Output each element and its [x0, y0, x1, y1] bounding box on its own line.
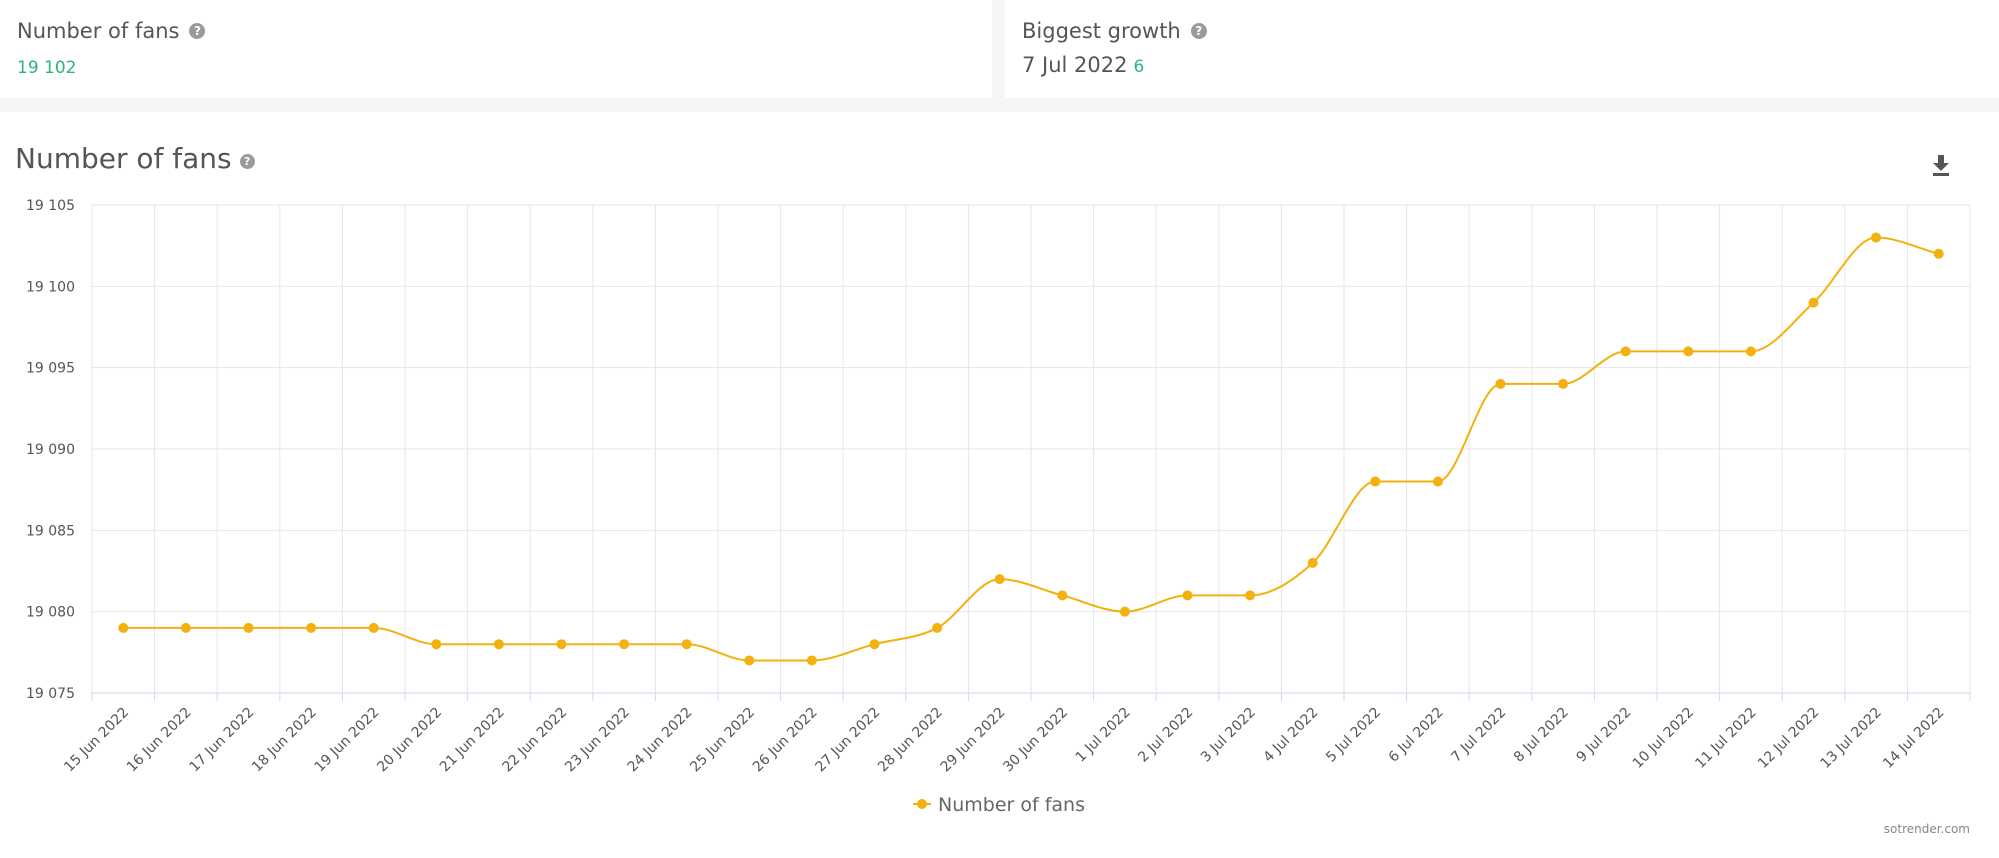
x-tick-label: 6 Jul 2022 — [1386, 705, 1447, 766]
x-tick-label: 3 Jul 2022 — [1198, 705, 1259, 766]
data-point — [1495, 378, 1506, 389]
x-tick-label: 24 Jun 2022 — [625, 705, 696, 776]
x-tick-label: 26 Jun 2022 — [750, 705, 821, 776]
x-tick-label: 4 Jul 2022 — [1260, 705, 1321, 766]
legend-marker — [917, 799, 927, 809]
help-icon[interactable]: ? — [239, 154, 255, 169]
growth-stat-title-row: Biggest growth ? — [1022, 19, 1207, 43]
data-point — [1119, 606, 1130, 617]
data-point — [1432, 476, 1443, 487]
fans-line-chart: 19 075 19 080 19 085 19 090 19 095 19 100 19 1… — [26, 198, 1971, 836]
data-point — [1370, 476, 1381, 487]
x-tick-label: 15 Jun 2022 — [61, 705, 132, 776]
x-tick-label: 17 Jun 2022 — [186, 705, 257, 776]
data-point — [1871, 232, 1882, 243]
data-point — [243, 622, 254, 633]
data-point — [1808, 297, 1819, 308]
x-tick-label: 13 Jul 2022 — [1818, 705, 1885, 772]
y-tick-label: 19 080 — [26, 605, 75, 621]
x-tick-label: 2 Jul 2022 — [1135, 705, 1196, 766]
y-tick-label: 19 100 — [26, 279, 75, 295]
data-point — [1245, 590, 1256, 601]
download-icon-glyph — [1933, 155, 1949, 176]
data-point — [1620, 346, 1631, 357]
y-tick-label: 19 075 — [26, 686, 75, 702]
data-point — [306, 622, 317, 633]
credit-label: sotrender.com — [1884, 822, 1970, 836]
fans-stat-title: Number of fans — [17, 19, 180, 43]
x-tick-label: 30 Jun 2022 — [1000, 705, 1071, 776]
fans-stat-title-row: Number of fans ? — [17, 19, 206, 43]
x-tick-label: 27 Jun 2022 — [812, 705, 883, 776]
data-point — [1683, 346, 1694, 357]
data-point — [994, 574, 1005, 585]
chart-title: Number of fans — [15, 142, 232, 175]
data-point — [1558, 378, 1569, 389]
chart-panel: 19 075 19 080 19 085 19 090 19 095 19 100 19 1… — [0, 112, 1999, 858]
data-point — [869, 639, 880, 650]
data-point — [1745, 346, 1756, 357]
x-tick-label: 9 Jul 2022 — [1573, 705, 1634, 766]
data-point — [431, 639, 442, 650]
data-point — [681, 639, 692, 650]
y-tick-label: 19 105 — [26, 198, 75, 214]
help-icon[interactable]: ? — [1190, 23, 1207, 39]
x-tick-label: 23 Jun 2022 — [562, 705, 633, 776]
fans-stat-card: Number of fans ? 19 102 — [0, 0, 992, 98]
download-icon[interactable] — [1929, 152, 1953, 178]
x-tick-label: 25 Jun 2022 — [687, 705, 758, 776]
data-point — [493, 639, 504, 650]
x-tick-label: 11 Jul 2022 — [1692, 705, 1759, 772]
data-point — [118, 622, 129, 633]
growth-delta: 6 — [1133, 57, 1145, 77]
y-tick-label: 19 085 — [26, 523, 75, 539]
growth-stat-value: 7 Jul 2022 6 — [1022, 53, 1144, 77]
x-tick-label: 16 Jun 2022 — [124, 705, 195, 776]
x-tick-label: 29 Jun 2022 — [938, 705, 1009, 776]
y-tick-label: 19 095 — [26, 361, 75, 377]
x-tick-label: 5 Jul 2022 — [1323, 705, 1384, 766]
data-point — [368, 622, 379, 633]
x-tick-label: 20 Jun 2022 — [374, 705, 445, 776]
x-tick-label: 14 Jul 2022 — [1880, 705, 1947, 772]
growth-date: 7 Jul 2022 — [1022, 53, 1128, 77]
data-point — [619, 639, 630, 650]
legend-label: Number of fans — [938, 794, 1085, 816]
growth-stat-title: Biggest growth — [1022, 19, 1181, 43]
fans-stat-value: 19 102 — [17, 58, 77, 78]
x-tick-label: 7 Jul 2022 — [1448, 705, 1509, 766]
x-tick-label: 28 Jun 2022 — [875, 705, 946, 776]
growth-stat-card: Biggest growth ? 7 Jul 2022 6 — [1005, 0, 1999, 98]
data-point — [1933, 248, 1944, 259]
x-tick-label: 21 Jun 2022 — [437, 705, 508, 776]
data-point — [806, 655, 817, 666]
data-point — [180, 622, 191, 633]
x-tick-label: 12 Jul 2022 — [1755, 705, 1822, 772]
data-point — [1307, 557, 1318, 568]
x-tick-label: 8 Jul 2022 — [1511, 705, 1572, 766]
data-point — [932, 622, 943, 633]
y-tick-label: 19 090 — [26, 442, 75, 458]
x-tick-label: 1 Jul 2022 — [1073, 705, 1134, 766]
x-tick-label: 22 Jun 2022 — [499, 705, 570, 776]
x-tick-label: 10 Jul 2022 — [1630, 705, 1697, 772]
data-point — [744, 655, 755, 666]
x-tick-label: 18 Jun 2022 — [249, 705, 320, 776]
data-point — [556, 639, 567, 650]
data-point — [1182, 590, 1193, 601]
chart-title-row: Number of fans ? — [15, 142, 255, 175]
data-point — [1057, 590, 1068, 601]
help-icon[interactable]: ? — [189, 23, 206, 39]
x-tick-label: 19 Jun 2022 — [312, 705, 383, 776]
